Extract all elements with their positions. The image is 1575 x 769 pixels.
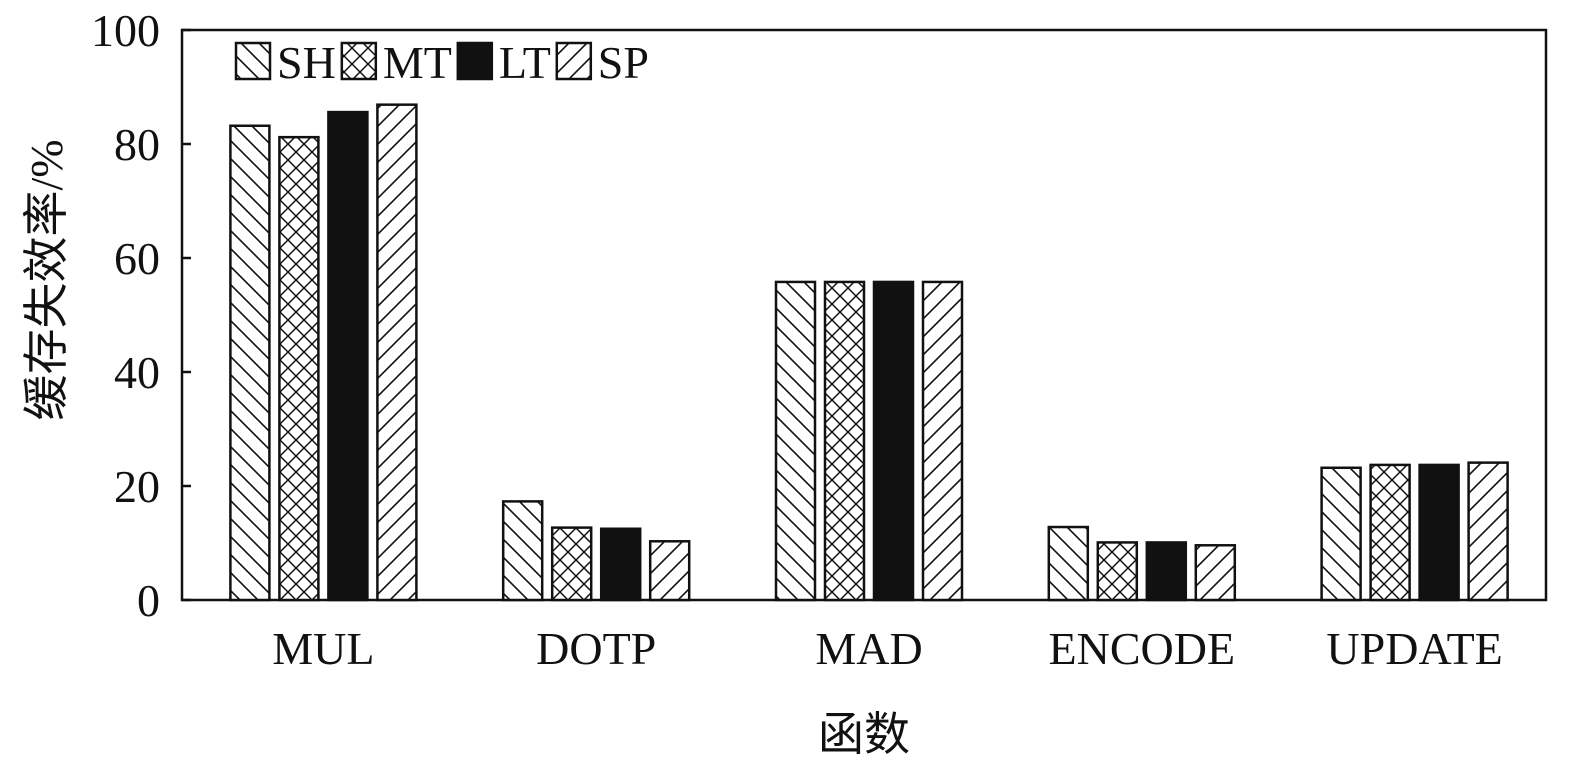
x-category-label: MAD: [815, 623, 922, 674]
x-category-label: DOTP: [536, 623, 656, 674]
bar-lt-mad: [872, 280, 915, 602]
y-tick-label: 80: [114, 119, 160, 170]
x-category-label: ENCODE: [1049, 623, 1236, 674]
y-tick-label: 40: [114, 347, 160, 398]
bar-mt-update: [1369, 463, 1411, 602]
bar-lt-encode: [1145, 541, 1188, 602]
legend-label-mt: MT: [383, 37, 452, 88]
x-axis-title: 函数: [818, 709, 910, 760]
legend-label-sp: SP: [598, 37, 649, 88]
bar-mt-mad: [823, 280, 866, 602]
x-category-label: MUL: [272, 623, 374, 674]
bar-sp-update: [1467, 461, 1509, 602]
bar-sp-encode: [1194, 544, 1237, 602]
legend-swatch-sh: [234, 41, 272, 81]
y-tick-label: 100: [91, 5, 160, 56]
y-tick-label: 60: [114, 233, 160, 284]
legend: SH MT LT SP: [234, 37, 649, 88]
bar-sh-update: [1320, 466, 1362, 602]
bar-sh-encode: [1047, 525, 1090, 602]
legend-swatch-mt: [340, 41, 378, 81]
bar-lt-dotp: [599, 527, 642, 602]
x-axis: MUL DOTP MAD ENCODE UPDATE: [272, 623, 1502, 674]
legend-label-sh: SH: [277, 37, 336, 88]
bar-lt-mul: [327, 110, 369, 602]
bar-sp-dotp: [648, 540, 691, 602]
y-axis: 0 20 40 60 80 100: [91, 5, 191, 626]
bar-sh-mad: [774, 280, 817, 602]
bar-sh-dotp: [501, 500, 544, 602]
bar-mt-encode: [1096, 541, 1139, 602]
bar-sp-mul: [376, 103, 418, 602]
bar-sp-mad: [921, 280, 964, 602]
legend-label-lt: LT: [499, 37, 551, 88]
legend-swatch-sp: [555, 41, 593, 81]
bar-lt-update: [1418, 463, 1460, 602]
x-category-label: UPDATE: [1326, 623, 1502, 674]
bars-group: [229, 103, 1509, 602]
legend-swatch-lt: [456, 41, 494, 81]
bar-mt-dotp: [550, 526, 593, 602]
bar-mt-mul: [278, 135, 320, 602]
y-tick-label: 20: [114, 461, 160, 512]
bar-sh-mul: [229, 124, 271, 602]
y-tick-label: 0: [137, 575, 160, 626]
y-axis-title: 缓存失效率/%: [21, 139, 72, 420]
